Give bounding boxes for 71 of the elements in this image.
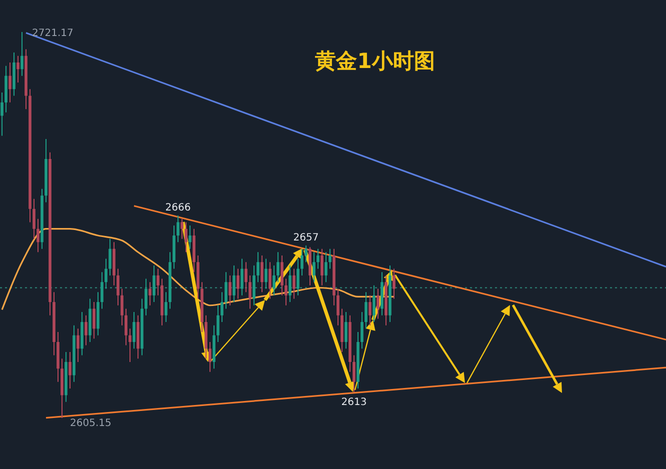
candlestick	[344, 312, 348, 350]
candlestick	[108, 238, 112, 276]
candlestick	[368, 294, 372, 326]
candlestick	[20, 32, 24, 76]
candlestick	[152, 264, 156, 303]
candlestick	[312, 252, 316, 283]
candlestick	[16, 55, 20, 83]
candlestick	[288, 264, 292, 303]
candlestick	[276, 252, 280, 283]
candlestick	[240, 258, 244, 296]
candlestick	[32, 198, 36, 240]
candlestick	[304, 244, 308, 263]
annotation: 2657	[293, 232, 319, 244]
candlestick	[252, 264, 256, 306]
candlestick	[248, 274, 252, 310]
candlestick	[320, 248, 324, 286]
candlestick	[296, 258, 300, 296]
candlestick	[184, 222, 188, 253]
text: 黄金1小时图	[314, 49, 435, 73]
candlestick	[92, 302, 96, 340]
candlestick	[228, 274, 232, 306]
candlestick	[224, 272, 228, 310]
candlestick	[0, 92, 4, 136]
candlestick	[316, 248, 320, 270]
candlestick	[144, 278, 148, 316]
annotation: 2721.17	[32, 28, 74, 39]
candlestick	[336, 288, 340, 326]
candlestick	[328, 248, 332, 270]
candlestick	[148, 282, 152, 306]
candlestick	[100, 272, 104, 310]
candlestick	[268, 262, 272, 300]
candlestick	[188, 225, 192, 250]
candlestick	[116, 268, 120, 306]
candlestick	[76, 328, 80, 362]
candlestick	[164, 292, 168, 323]
annotation: 2605.15	[70, 418, 112, 429]
candlestick	[232, 264, 236, 303]
candlestick	[220, 292, 224, 323]
candlestick	[360, 312, 364, 350]
candlestick	[236, 268, 240, 300]
candlestick	[124, 308, 128, 346]
candlestick	[392, 268, 396, 300]
candlestick	[260, 254, 264, 293]
candlestick	[104, 258, 108, 290]
annotation: 2666	[165, 202, 191, 214]
candlestick	[216, 304, 220, 342]
annotation: 2613	[341, 396, 367, 408]
candlestick	[84, 314, 88, 346]
candlestick	[180, 218, 184, 240]
candlestick	[324, 252, 328, 283]
candlestick	[292, 268, 296, 300]
candlestick	[376, 288, 380, 320]
candlestick	[8, 62, 12, 103]
candlestick	[36, 218, 40, 253]
candlestick	[128, 328, 132, 362]
candlestick	[364, 292, 368, 330]
candlestick	[300, 248, 304, 276]
candlestick	[244, 262, 248, 293]
candlestick	[284, 278, 288, 306]
candlestick	[352, 354, 356, 392]
candlestick	[176, 215, 180, 243]
candlestick	[256, 252, 260, 283]
candlestick	[280, 254, 284, 296]
candlestick	[208, 341, 212, 372]
candlestick	[120, 288, 124, 326]
candlestick	[272, 264, 276, 296]
candlestick	[132, 312, 136, 350]
candlestick	[156, 268, 160, 296]
candlestick	[68, 351, 72, 390]
candlestick	[264, 258, 268, 290]
candlestick	[372, 284, 376, 323]
